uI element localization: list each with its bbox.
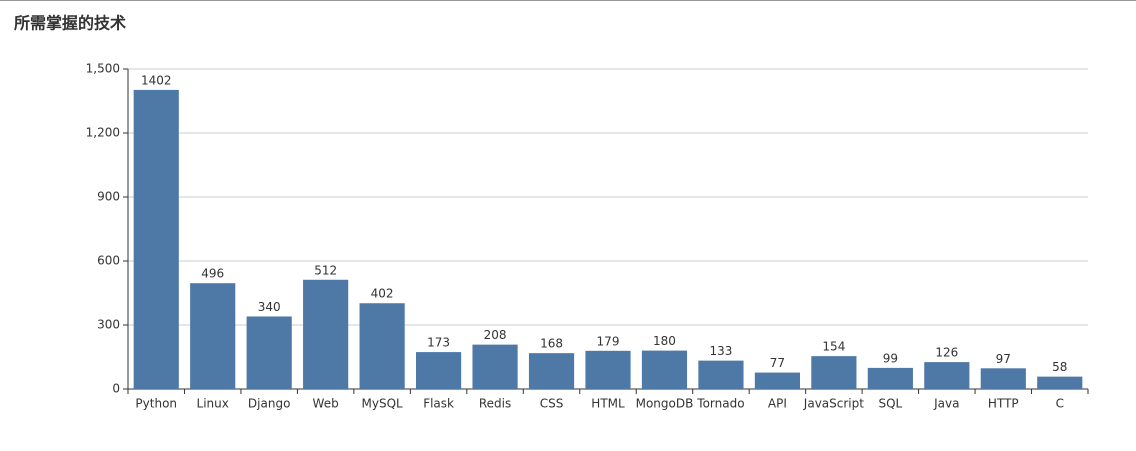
x-tick-label: HTML [591, 397, 625, 411]
x-tick-label: CSS [540, 397, 564, 411]
data-label: 99 [883, 351, 898, 365]
data-label: 126 [935, 346, 958, 360]
y-tick-label: 900 [97, 190, 120, 204]
x-tick-label: Tornado [696, 397, 744, 411]
data-label: 180 [653, 334, 676, 348]
x-tick-label: Java [933, 397, 959, 411]
data-label: 1402 [141, 73, 172, 87]
x-tick-label: Redis [479, 397, 511, 411]
bar [190, 283, 236, 389]
chart-title: 所需掌握的技术 [14, 14, 126, 33]
data-label: 173 [427, 336, 450, 350]
data-label: 77 [770, 356, 785, 370]
x-tick-label: Python [135, 397, 177, 411]
x-tick-label: API [768, 397, 787, 411]
x-tick-label: MySQL [362, 397, 404, 411]
bar [867, 367, 913, 389]
y-tick-label: 1,500 [86, 62, 120, 76]
bar [303, 279, 349, 389]
data-label: 97 [996, 352, 1011, 366]
bar [359, 303, 405, 389]
x-tick-label: C [1056, 397, 1064, 411]
data-label: 496 [201, 267, 224, 281]
x-tick-label: Linux [197, 397, 229, 411]
y-tick-label: 0 [112, 382, 120, 396]
x-tick-label: SQL [878, 397, 902, 411]
bar [416, 352, 462, 389]
x-tick-label: Django [248, 397, 291, 411]
bar [924, 362, 970, 389]
x-tick-label: JavaScript [803, 397, 864, 411]
bar [811, 356, 857, 389]
bar [754, 372, 800, 389]
data-label: 208 [484, 328, 507, 342]
data-label: 512 [314, 263, 337, 277]
y-tick-label: 600 [97, 254, 120, 268]
bar [585, 350, 631, 389]
data-label: 133 [709, 344, 732, 358]
x-tick-label: Flask [423, 397, 454, 411]
bar [641, 350, 688, 389]
data-label: 179 [597, 334, 620, 348]
bar [1037, 376, 1083, 389]
bar [528, 353, 575, 389]
data-label: 402 [371, 287, 394, 301]
x-tick-label: HTTP [988, 397, 1019, 411]
x-tick-label: Web [313, 397, 339, 411]
bar [980, 368, 1026, 389]
bar [472, 344, 518, 389]
data-label: 340 [258, 300, 281, 314]
data-label: 58 [1052, 360, 1067, 374]
y-tick-label: 1,200 [86, 126, 120, 140]
y-tick-label: 300 [97, 318, 120, 332]
x-tick-label: MongoDB [636, 397, 694, 411]
bar [133, 89, 179, 389]
bar [698, 360, 744, 389]
data-label: 154 [822, 340, 845, 354]
bar [246, 316, 292, 389]
data-label: 168 [540, 337, 563, 351]
